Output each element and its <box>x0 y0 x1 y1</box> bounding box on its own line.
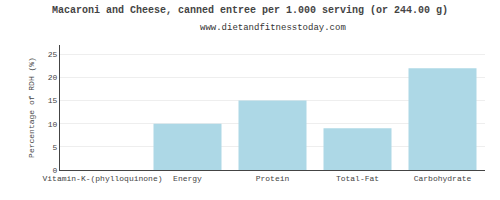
svg-text:25: 25 <box>48 50 58 59</box>
svg-text:0: 0 <box>53 166 58 175</box>
svg-text:5: 5 <box>53 143 58 152</box>
svg-text:Protein: Protein <box>256 174 290 183</box>
svg-text:15: 15 <box>48 96 58 105</box>
svg-text:20: 20 <box>48 73 58 82</box>
svg-text:Macaroni and Cheese, canned en: Macaroni and Cheese, canned entree per 1… <box>52 5 448 16</box>
svg-text:Energy: Energy <box>173 174 202 183</box>
svg-text:Vitamin-K-(phylloquinone): Vitamin-K-(phylloquinone) <box>42 174 162 183</box>
svg-text:Percentage of RDH (%): Percentage of RDH (%) <box>27 57 36 158</box>
svg-text:Carbohydrate: Carbohydrate <box>414 174 472 183</box>
svg-text:Total-Fat: Total-Fat <box>336 174 379 183</box>
svg-text:www.dietandfitnesstoday.com: www.dietandfitnesstoday.com <box>200 23 346 33</box>
svg-text:10: 10 <box>48 120 58 129</box>
